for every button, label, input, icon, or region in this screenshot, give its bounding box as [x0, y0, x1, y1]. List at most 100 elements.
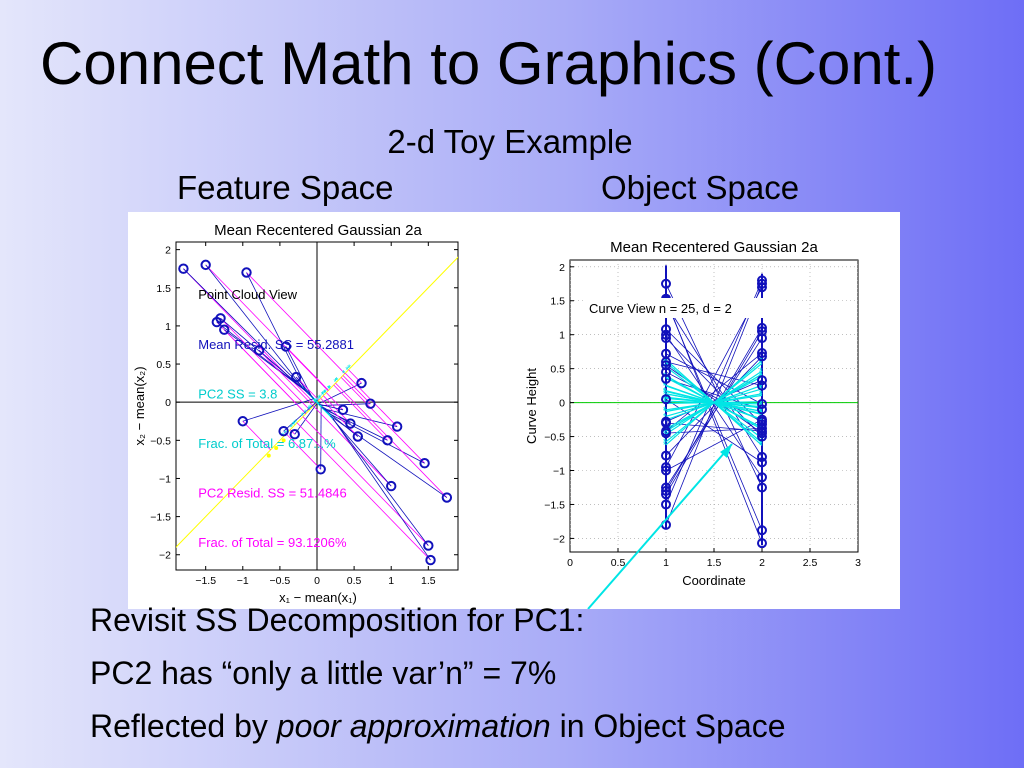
- data-point: [241, 267, 252, 278]
- object-pc2-mark: *: [759, 406, 763, 416]
- pc2-projection-mark: *: [294, 418, 298, 428]
- data-point: [200, 259, 211, 271]
- object-point-coord1: [661, 489, 671, 500]
- feature-x-tick-label: −1: [237, 575, 249, 587]
- object-pc2-curve: [665, 396, 763, 409]
- object-pc2-mark: *: [759, 409, 763, 419]
- object-x-tick-label: 2.5: [803, 557, 818, 569]
- object-point-coord1: [661, 394, 671, 405]
- pc1-projection-mark: [274, 445, 279, 450]
- pc2-projection-mark: *: [313, 398, 317, 408]
- pc2-projection-mark: *: [318, 393, 322, 403]
- bullet-line-3-end: in Object Space: [550, 708, 786, 744]
- object-point-coord2: [757, 428, 767, 439]
- object-point-coord1: [661, 499, 671, 510]
- data-point: [391, 421, 403, 432]
- object-pc2-mark: *: [663, 386, 667, 396]
- feature-annotation: Frac. of Total = 6.87...%: [198, 436, 336, 451]
- object-pc2-mark: *: [663, 380, 667, 390]
- object-pc2-mark: *: [663, 373, 667, 383]
- data-point: [278, 425, 289, 437]
- pc2-projection-mark: *: [327, 384, 331, 394]
- object-pc2-mark: *: [663, 440, 667, 450]
- object-pc2-mark: *: [759, 438, 763, 448]
- object-pc2-mark: *: [663, 357, 667, 367]
- object-data-curve: [665, 353, 763, 405]
- bullet-line-3: Reflected by poor approximation in Objec…: [90, 706, 786, 746]
- object-point-coord2: [757, 451, 767, 462]
- object-pc2-mark: *: [663, 387, 667, 397]
- object-data-curve: [665, 398, 763, 463]
- data-point: [441, 492, 453, 503]
- object-x-tick-label: 3: [855, 557, 861, 569]
- object-plot-area: ********************* ** *****************…: [570, 260, 858, 552]
- pc2-projection-mark: *: [317, 394, 321, 404]
- object-pc2-mark: *: [663, 393, 667, 403]
- figure-svg: ******* ******* ***********Point Cloud Vie…: [132, 222, 861, 609]
- object-point-coord1: [661, 462, 671, 473]
- pc-residual-line: [242, 420, 271, 451]
- pc-residual-line: [223, 329, 307, 414]
- data-point: [315, 464, 326, 475]
- data-point: [425, 554, 436, 566]
- pc-residual-line: [340, 377, 425, 464]
- mean-residual-line: [331, 417, 429, 546]
- object-y-tick-label: −1.5: [544, 499, 565, 511]
- feature-x-tick-label: −1.5: [195, 575, 216, 587]
- mean-residual-line: [283, 401, 317, 432]
- feature-annotation: PC2 SS = 3.8: [198, 386, 277, 401]
- data-point: [178, 263, 189, 274]
- data-point: [419, 458, 430, 469]
- object-point-coord1: [661, 329, 671, 340]
- pc2-projection-mark: *: [342, 369, 346, 379]
- curve-view-annotation: Curve View n = 25, d = 2: [589, 301, 732, 316]
- pc2-projection-mark: *: [292, 420, 296, 430]
- feature-y-tick-label: 1: [165, 321, 171, 333]
- object-pc2-mark: *: [663, 362, 667, 372]
- object-point-coord2: [757, 525, 767, 536]
- pc-residual-line: [289, 429, 296, 435]
- pc-residual-line: [342, 375, 371, 404]
- object-pc2-mark: *: [663, 396, 667, 406]
- bullet-line-3-emphasis: poor approximation: [276, 708, 551, 744]
- feature-annotation: Frac. of Total = 93.1206%: [198, 535, 347, 550]
- feature-x-tick-label: 1: [388, 575, 394, 587]
- feature-y-tick-label: −2: [159, 550, 171, 562]
- pc2-projection-mark: *: [347, 363, 351, 373]
- pc-residual-line: [302, 416, 429, 546]
- pc-residual-line: [285, 433, 321, 470]
- mean-residual-line: [246, 272, 306, 391]
- pc2-projection-mark: *: [335, 376, 339, 386]
- pc2-projection-mark: *: [283, 429, 287, 439]
- pc2-projection-mark: *: [303, 408, 307, 418]
- object-point-coord2: [757, 351, 767, 362]
- object-point-coord1: [661, 324, 671, 335]
- object-pc2-mark: *: [759, 433, 763, 443]
- data-point: [289, 429, 300, 440]
- object-point-coord2: [757, 275, 767, 286]
- pc2-projection-mark: *: [308, 403, 312, 413]
- object-point-coord1: [661, 348, 671, 359]
- data-point: [291, 371, 302, 383]
- object-y-tick-label: 1: [559, 330, 565, 342]
- object-point-coord2: [757, 282, 767, 293]
- slide-title: Connect Math to Graphics (Cont.): [40, 30, 938, 97]
- object-pc2-mark: *: [759, 414, 763, 424]
- object-point-coord2: [757, 538, 767, 549]
- data-point: [280, 341, 292, 352]
- object-pc2-mark: *: [759, 402, 763, 412]
- object-pc2-mark: *: [759, 390, 763, 400]
- mean-residual-line: [294, 402, 318, 435]
- object-point-coord2: [757, 398, 767, 409]
- pc2-projection-mark: *: [321, 390, 325, 400]
- feature-annotation: PC2 Resid. SS = 51.4846: [198, 486, 347, 501]
- curve-view-annotation-bg: [586, 298, 786, 318]
- object-pc2-mark: *: [759, 358, 763, 368]
- feature-y-tick-label: 0: [165, 397, 171, 409]
- feature-x-tick-label: 1.5: [421, 575, 436, 587]
- object-pc2-mark: *: [759, 380, 763, 390]
- object-point-coord1: [661, 482, 671, 493]
- pc1-projection-mark: [281, 438, 286, 443]
- feature-chart-title: Mean Recentered Gaussian 2a: [214, 222, 422, 239]
- mean-residual-line: [320, 403, 371, 406]
